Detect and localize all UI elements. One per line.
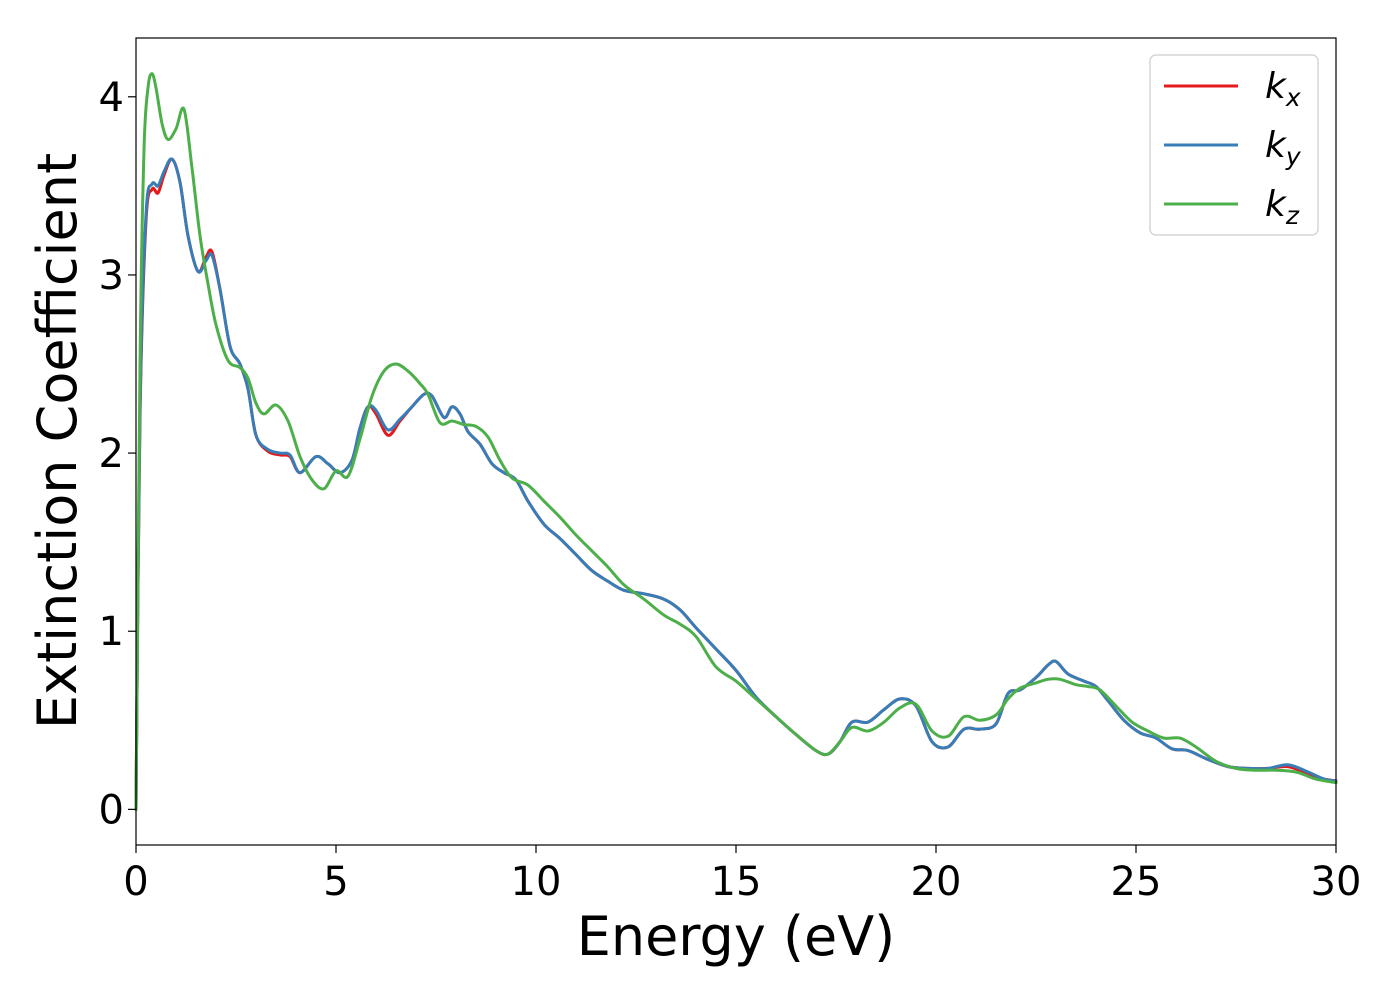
x-tick-label: 30 [1311, 859, 1362, 905]
y-axis-label: Extinction Coefficient [26, 153, 89, 729]
legend-label-kx: kx [1265, 66, 1301, 112]
legend-label-ky: ky [1265, 125, 1302, 171]
plot-lines [134, 72, 1338, 811]
x-tick-label: 5 [323, 859, 348, 905]
x-axis-label: Energy (eV) [577, 905, 896, 968]
y-axis: 0 1 2 3 4 [99, 75, 136, 833]
y-tick-label: 3 [99, 253, 124, 299]
x-tick-label: 20 [911, 859, 962, 905]
legend: kx ky kz [1149, 54, 1319, 236]
y-tick-label: 0 [99, 787, 124, 833]
y-tick-label: 4 [99, 75, 124, 121]
x-tick-label: 25 [1111, 859, 1162, 905]
x-tick-label: 0 [123, 859, 148, 905]
y-tick-label: 1 [99, 609, 124, 655]
x-axis: 0 5 10 15 20 25 30 [123, 845, 1361, 905]
legend-label-kz: kz [1265, 184, 1300, 230]
series-line-kz [134, 72, 1338, 811]
y-tick-label: 2 [99, 431, 124, 477]
series-line-ky [134, 157, 1338, 811]
x-tick-label: 10 [511, 859, 562, 905]
x-tick-label: 15 [711, 859, 762, 905]
